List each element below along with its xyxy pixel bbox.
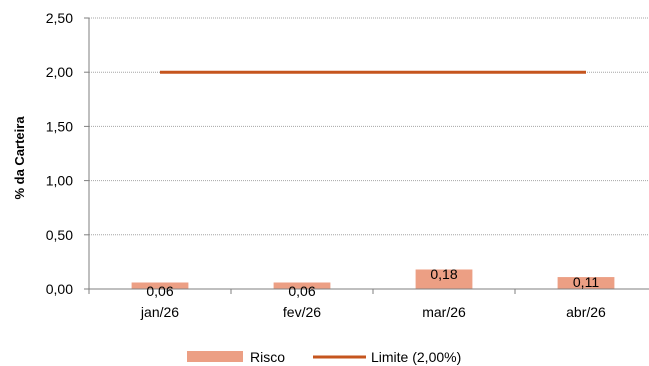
legend-label-limite: Limite (2,00%) <box>371 349 461 365</box>
risk-bar <box>415 269 473 289</box>
y-tick-label: 0,00 <box>46 281 73 297</box>
x-tick-label: mar/26 <box>422 304 466 320</box>
legend: Risco Limite (2,00%) <box>187 349 461 365</box>
bar-data-label: 0,11 <box>573 274 599 290</box>
legend-swatch-risco <box>187 351 243 362</box>
axes: 0,00 0,50 1,00 1,50 2,00 2,50 jan/26 fev/26 mar/… <box>46 10 649 320</box>
y-axis-label: % da Carteira <box>12 116 27 200</box>
risk-bar <box>131 282 189 289</box>
gridlines <box>89 17 649 236</box>
y-tick-label: 0,50 <box>46 227 73 243</box>
legend-label-risco: Risco <box>250 349 285 365</box>
bar-data-label: 0,18 <box>430 266 457 282</box>
bar-data-label: 0,06 <box>288 283 315 299</box>
bar-data-label: 0,06 <box>146 283 173 299</box>
x-tick-label: jan/26 <box>140 304 179 320</box>
y-tick-label: 2,50 <box>46 10 73 26</box>
x-tick-label: fev/26 <box>283 304 321 320</box>
x-tick-label: abr/26 <box>566 304 606 320</box>
data-labels: 0,06 0,06 0,18 0,11 <box>146 266 599 299</box>
y-tick-label: 1,00 <box>46 173 73 189</box>
risk-bar <box>273 282 331 289</box>
risk-bar <box>557 277 615 289</box>
y-tick-label: 2,00 <box>46 64 73 80</box>
y-tick-label: 1,50 <box>46 118 73 134</box>
risk-bars <box>131 269 615 289</box>
